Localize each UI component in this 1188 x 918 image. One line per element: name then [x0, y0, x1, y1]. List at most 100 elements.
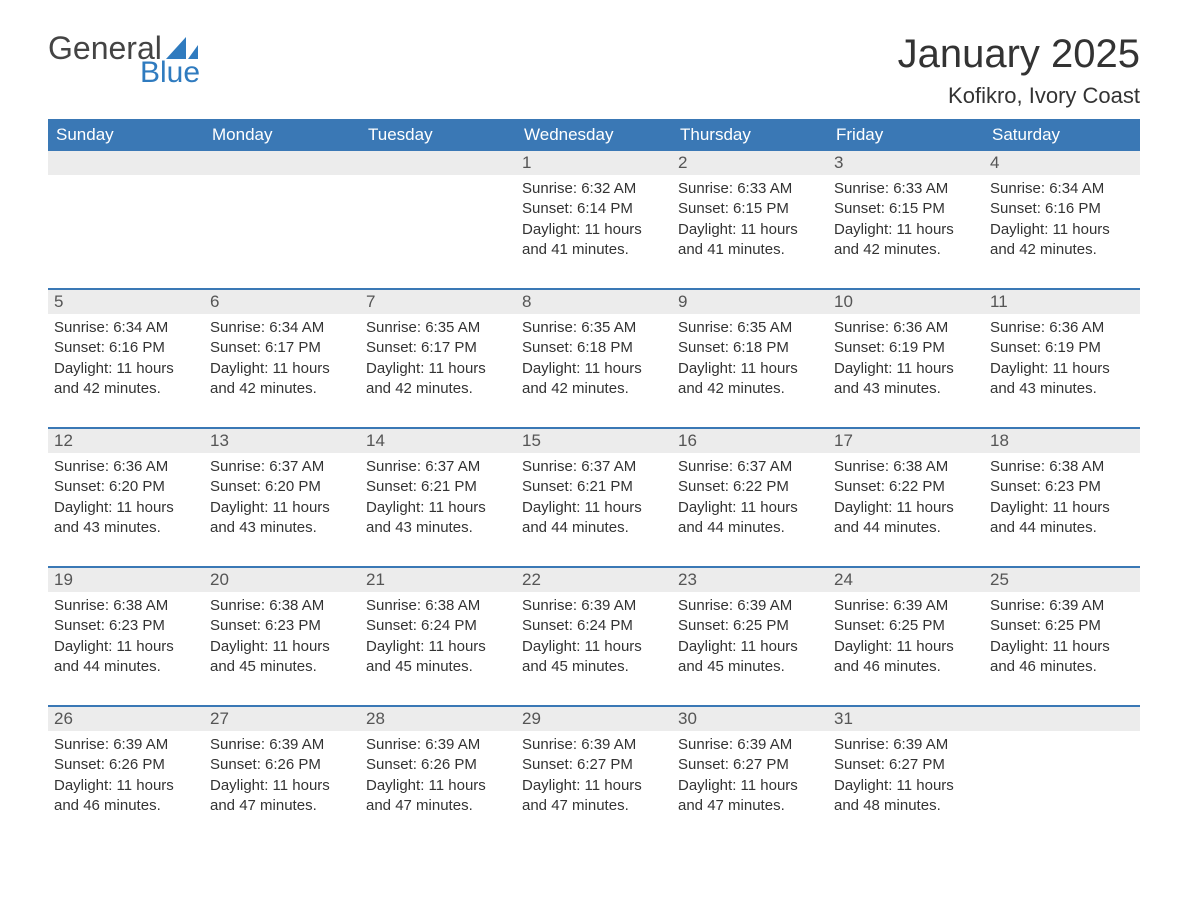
day-cell: Sunrise: 6:34 AMSunset: 6:16 PMDaylight:…: [48, 314, 204, 427]
day-cell: Sunrise: 6:39 AMSunset: 6:27 PMDaylight:…: [516, 731, 672, 844]
sunrise-line: Sunrise: 6:35 AM: [366, 318, 510, 338]
weekday-label: Wednesday: [516, 119, 672, 151]
day-cell: Sunrise: 6:37 AMSunset: 6:21 PMDaylight:…: [516, 453, 672, 566]
daylight-line: Daylight: 11 hours and 44 minutes.: [990, 498, 1134, 539]
week-row: 567891011Sunrise: 6:34 AMSunset: 6:16 PM…: [48, 288, 1140, 427]
title-block: January 2025 Kofikro, Ivory Coast: [898, 32, 1140, 109]
day-number: 27: [204, 707, 360, 731]
sunrise-line: Sunrise: 6:39 AM: [834, 735, 978, 755]
sunset-line: Sunset: 6:24 PM: [522, 616, 666, 636]
day-number: 18: [984, 429, 1140, 453]
sunset-line: Sunset: 6:17 PM: [210, 338, 354, 358]
sunset-line: Sunset: 6:17 PM: [366, 338, 510, 358]
daylight-line: Daylight: 11 hours and 44 minutes.: [834, 498, 978, 539]
sunset-line: Sunset: 6:19 PM: [834, 338, 978, 358]
daylight-line: Daylight: 11 hours and 42 minutes.: [366, 359, 510, 400]
daylight-line: Daylight: 11 hours and 43 minutes.: [366, 498, 510, 539]
daynum-band: 12131415161718: [48, 429, 1140, 453]
day-number: 11: [984, 290, 1140, 314]
day-number: 9: [672, 290, 828, 314]
day-cell: Sunrise: 6:39 AMSunset: 6:25 PMDaylight:…: [984, 592, 1140, 705]
sunset-line: Sunset: 6:25 PM: [990, 616, 1134, 636]
daylight-line: Daylight: 11 hours and 44 minutes.: [522, 498, 666, 539]
day-number: 8: [516, 290, 672, 314]
day-cell: Sunrise: 6:32 AMSunset: 6:14 PMDaylight:…: [516, 175, 672, 288]
sunset-line: Sunset: 6:26 PM: [210, 755, 354, 775]
sunset-line: Sunset: 6:22 PM: [834, 477, 978, 497]
sunrise-line: Sunrise: 6:34 AM: [210, 318, 354, 338]
daylight-line: Daylight: 11 hours and 43 minutes.: [834, 359, 978, 400]
week-row: 12131415161718Sunrise: 6:36 AMSunset: 6:…: [48, 427, 1140, 566]
sunrise-line: Sunrise: 6:39 AM: [54, 735, 198, 755]
sunset-line: Sunset: 6:14 PM: [522, 199, 666, 219]
daylight-line: Daylight: 11 hours and 42 minutes.: [54, 359, 198, 400]
sunrise-line: Sunrise: 6:36 AM: [990, 318, 1134, 338]
sunrise-line: Sunrise: 6:39 AM: [678, 596, 822, 616]
weeks-container: ...1234Sunrise: 6:32 AMSunset: 6:14 PMDa…: [48, 151, 1140, 844]
day-number: 30: [672, 707, 828, 731]
sunrise-line: Sunrise: 6:33 AM: [834, 179, 978, 199]
day-cell: Sunrise: 6:35 AMSunset: 6:18 PMDaylight:…: [516, 314, 672, 427]
sunrise-line: Sunrise: 6:38 AM: [54, 596, 198, 616]
sunset-line: Sunset: 6:22 PM: [678, 477, 822, 497]
sunset-line: Sunset: 6:26 PM: [54, 755, 198, 775]
sunrise-line: Sunrise: 6:39 AM: [210, 735, 354, 755]
sunrise-line: Sunrise: 6:32 AM: [522, 179, 666, 199]
daynum-band: ...1234: [48, 151, 1140, 175]
sunset-line: Sunset: 6:18 PM: [678, 338, 822, 358]
day-cell: Sunrise: 6:36 AMSunset: 6:20 PMDaylight:…: [48, 453, 204, 566]
day-number: 22: [516, 568, 672, 592]
sunrise-line: Sunrise: 6:35 AM: [522, 318, 666, 338]
day-number: 20: [204, 568, 360, 592]
daylight-line: Daylight: 11 hours and 47 minutes.: [366, 776, 510, 817]
sunset-line: Sunset: 6:21 PM: [522, 477, 666, 497]
daylight-line: Daylight: 11 hours and 47 minutes.: [678, 776, 822, 817]
daylight-line: Daylight: 11 hours and 42 minutes.: [834, 220, 978, 261]
sunrise-line: Sunrise: 6:34 AM: [54, 318, 198, 338]
sunset-line: Sunset: 6:18 PM: [522, 338, 666, 358]
daylight-line: Daylight: 11 hours and 44 minutes.: [54, 637, 198, 678]
sunrise-line: Sunrise: 6:33 AM: [678, 179, 822, 199]
daylight-line: Daylight: 11 hours and 46 minutes.: [990, 637, 1134, 678]
day-number: 14: [360, 429, 516, 453]
day-cell: Sunrise: 6:38 AMSunset: 6:24 PMDaylight:…: [360, 592, 516, 705]
sunrise-line: Sunrise: 6:39 AM: [522, 596, 666, 616]
day-number: 24: [828, 568, 984, 592]
day-number: 12: [48, 429, 204, 453]
day-number: 28: [360, 707, 516, 731]
page-header: General Blue January 2025 Kofikro, Ivory…: [48, 32, 1140, 109]
day-number: 15: [516, 429, 672, 453]
week-row: 19202122232425Sunrise: 6:38 AMSunset: 6:…: [48, 566, 1140, 705]
sunset-line: Sunset: 6:16 PM: [54, 338, 198, 358]
daylight-line: Daylight: 11 hours and 41 minutes.: [522, 220, 666, 261]
day-cell: Sunrise: 6:33 AMSunset: 6:15 PMDaylight:…: [672, 175, 828, 288]
daylight-line: Daylight: 11 hours and 44 minutes.: [678, 498, 822, 539]
daylight-line: Daylight: 11 hours and 43 minutes.: [54, 498, 198, 539]
sunrise-line: Sunrise: 6:38 AM: [366, 596, 510, 616]
sunset-line: Sunset: 6:27 PM: [834, 755, 978, 775]
weekday-label: Monday: [204, 119, 360, 151]
day-number: 21: [360, 568, 516, 592]
day-cell: Sunrise: 6:37 AMSunset: 6:21 PMDaylight:…: [360, 453, 516, 566]
sunset-line: Sunset: 6:19 PM: [990, 338, 1134, 358]
day-cell: Sunrise: 6:39 AMSunset: 6:27 PMDaylight:…: [672, 731, 828, 844]
daylight-line: Daylight: 11 hours and 42 minutes.: [210, 359, 354, 400]
day-cell: Sunrise: 6:36 AMSunset: 6:19 PMDaylight:…: [828, 314, 984, 427]
sunset-line: Sunset: 6:27 PM: [522, 755, 666, 775]
daynum-band: 19202122232425: [48, 568, 1140, 592]
day-number: 6: [204, 290, 360, 314]
daylight-line: Daylight: 11 hours and 42 minutes.: [990, 220, 1134, 261]
sunrise-line: Sunrise: 6:37 AM: [210, 457, 354, 477]
daylight-line: Daylight: 11 hours and 45 minutes.: [522, 637, 666, 678]
daylight-line: Daylight: 11 hours and 45 minutes.: [678, 637, 822, 678]
day-cell: Sunrise: 6:39 AMSunset: 6:27 PMDaylight:…: [828, 731, 984, 844]
sunrise-line: Sunrise: 6:39 AM: [990, 596, 1134, 616]
logo: General Blue: [48, 32, 200, 88]
day-cell: Sunrise: 6:38 AMSunset: 6:23 PMDaylight:…: [48, 592, 204, 705]
day-cell: Sunrise: 6:38 AMSunset: 6:23 PMDaylight:…: [984, 453, 1140, 566]
day-cell: Sunrise: 6:39 AMSunset: 6:24 PMDaylight:…: [516, 592, 672, 705]
sunrise-line: Sunrise: 6:37 AM: [522, 457, 666, 477]
sunset-line: Sunset: 6:15 PM: [678, 199, 822, 219]
sunrise-line: Sunrise: 6:39 AM: [834, 596, 978, 616]
day-number: 4: [984, 151, 1140, 175]
